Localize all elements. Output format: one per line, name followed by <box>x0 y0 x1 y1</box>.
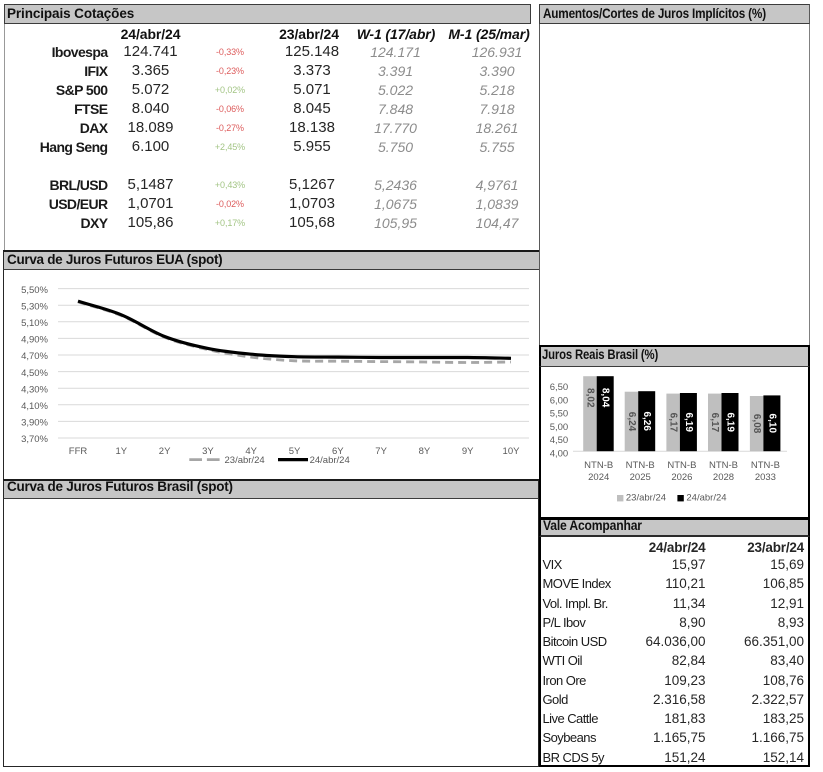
svg-text:NTN-B: NTN-B <box>667 460 696 471</box>
svg-text:6Y: 6Y <box>332 446 344 457</box>
svg-text:2028: 2028 <box>713 472 734 483</box>
svg-text:5Y: 5Y <box>289 446 301 457</box>
svg-text:6,24: 6,24 <box>626 412 637 432</box>
svg-text:FFR: FFR <box>69 446 88 457</box>
svg-text:6,00: 6,00 <box>549 396 568 407</box>
svg-text:8,02: 8,02 <box>584 388 595 408</box>
svg-text:NTN-B: NTN-B <box>625 460 654 471</box>
svg-text:1Y: 1Y <box>115 446 127 457</box>
svg-text:6,17: 6,17 <box>667 413 678 433</box>
svg-text:4,30%: 4,30% <box>21 384 48 395</box>
svg-text:5,10%: 5,10% <box>21 318 48 329</box>
svg-text:8,04: 8,04 <box>599 388 610 408</box>
svg-text:4,70%: 4,70% <box>21 351 48 362</box>
svg-text:3Y: 3Y <box>202 446 214 457</box>
svg-text:3,70%: 3,70% <box>21 434 48 445</box>
svg-text:6,10: 6,10 <box>766 414 777 434</box>
svg-text:5,30%: 5,30% <box>21 301 48 312</box>
svg-text:6,17: 6,17 <box>709 413 720 433</box>
svg-text:6,26: 6,26 <box>641 412 652 432</box>
svg-text:5,50%: 5,50% <box>21 285 48 296</box>
svg-text:6,08: 6,08 <box>751 414 762 434</box>
svg-text:2025: 2025 <box>629 472 650 483</box>
svg-text:4Y: 4Y <box>245 446 257 457</box>
svg-text:2033: 2033 <box>755 472 776 483</box>
svg-text:4,10%: 4,10% <box>21 401 48 412</box>
svg-text:4,90%: 4,90% <box>21 335 48 346</box>
svg-text:4,50%: 4,50% <box>21 368 48 379</box>
svg-text:2Y: 2Y <box>159 446 171 457</box>
svg-text:24/abr/24: 24/abr/24 <box>310 455 350 466</box>
svg-text:4,50: 4,50 <box>549 435 568 446</box>
svg-text:6,19: 6,19 <box>724 413 735 433</box>
svg-text:23/abr/24: 23/abr/24 <box>626 493 666 504</box>
svg-text:4,00: 4,00 <box>549 449 568 460</box>
svg-text:5,50: 5,50 <box>549 409 568 420</box>
svg-text:2024: 2024 <box>588 472 609 483</box>
svg-text:NTN-B: NTN-B <box>751 460 780 471</box>
svg-text:NTN-B: NTN-B <box>709 460 738 471</box>
svg-text:5,00: 5,00 <box>549 422 568 433</box>
svg-text:NTN-B: NTN-B <box>584 460 613 471</box>
svg-text:8Y: 8Y <box>419 446 431 457</box>
svg-text:7Y: 7Y <box>375 446 387 457</box>
svg-text:6,50: 6,50 <box>549 382 568 393</box>
svg-text:6,19: 6,19 <box>683 413 694 433</box>
svg-text:24/abr/24: 24/abr/24 <box>686 493 726 504</box>
svg-text:9Y: 9Y <box>462 446 474 457</box>
svg-text:10Y: 10Y <box>503 446 521 457</box>
svg-text:23/abr/24: 23/abr/24 <box>225 455 265 466</box>
svg-text:2026: 2026 <box>671 472 692 483</box>
svg-text:3,90%: 3,90% <box>21 418 48 429</box>
